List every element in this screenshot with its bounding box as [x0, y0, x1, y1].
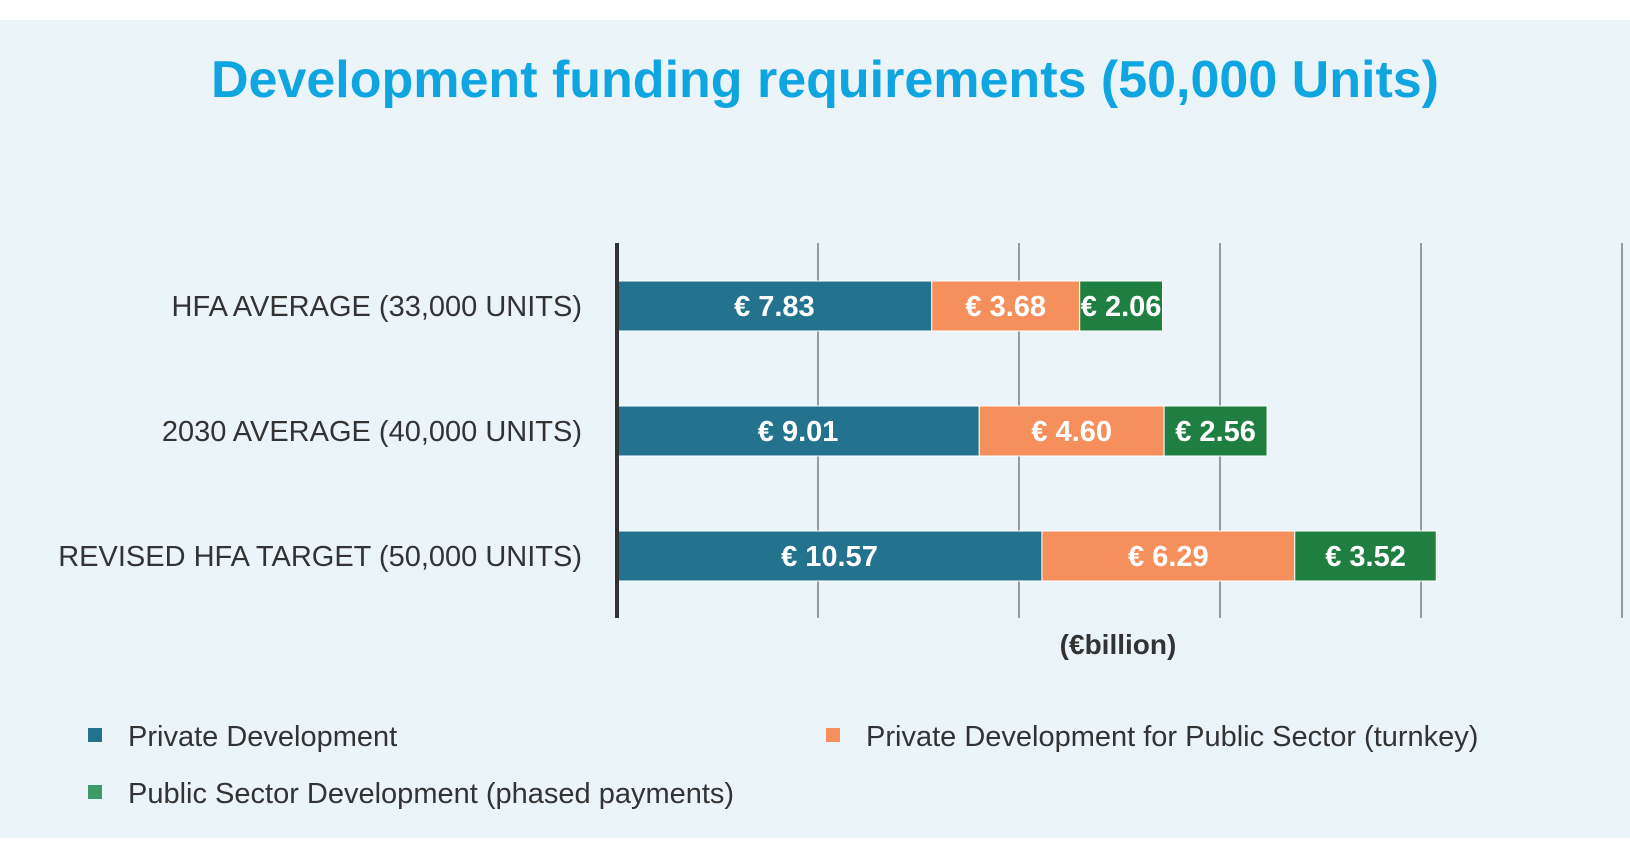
bar-segment [931, 280, 1081, 332]
data-label: € 6.29 [1128, 541, 1209, 573]
bar-segment [978, 405, 1165, 457]
data-label: € 10.57 [781, 541, 878, 573]
data-label: € 3.52 [1325, 541, 1406, 573]
chart-title: Development funding requirements (50,000… [210, 51, 1440, 109]
data-label: € 4.60 [1031, 416, 1112, 448]
legend-label: Private Development for Public Sector (t… [866, 721, 1478, 753]
data-label: € 2.06 [1081, 291, 1162, 323]
legend-label: Public Sector Development (phased paymen… [128, 778, 734, 810]
bar-segment [1294, 530, 1437, 582]
legend-swatch [88, 728, 102, 742]
data-label: € 2.56 [1175, 416, 1256, 448]
category-label: REVISED HFA TARGET (50,000 UNITS) [58, 541, 582, 573]
x-axis-label: (€billion) [1060, 629, 1177, 660]
bar-segment [1163, 405, 1268, 457]
bar-segment [1079, 280, 1164, 332]
data-label: € 7.83 [734, 291, 815, 323]
bar-segment [616, 280, 933, 332]
legend-swatch [826, 728, 840, 742]
legend-label: Private Development [128, 721, 397, 753]
data-label: € 3.68 [965, 291, 1046, 323]
data-label: € 9.01 [758, 416, 839, 448]
legend-swatch [88, 785, 102, 799]
category-label: 2030 AVERAGE (40,000 UNITS) [162, 416, 582, 448]
category-label: HFA AVERAGE (33,000 UNITS) [172, 291, 582, 323]
bar-segment [616, 405, 980, 457]
bar-segment [616, 530, 1043, 582]
